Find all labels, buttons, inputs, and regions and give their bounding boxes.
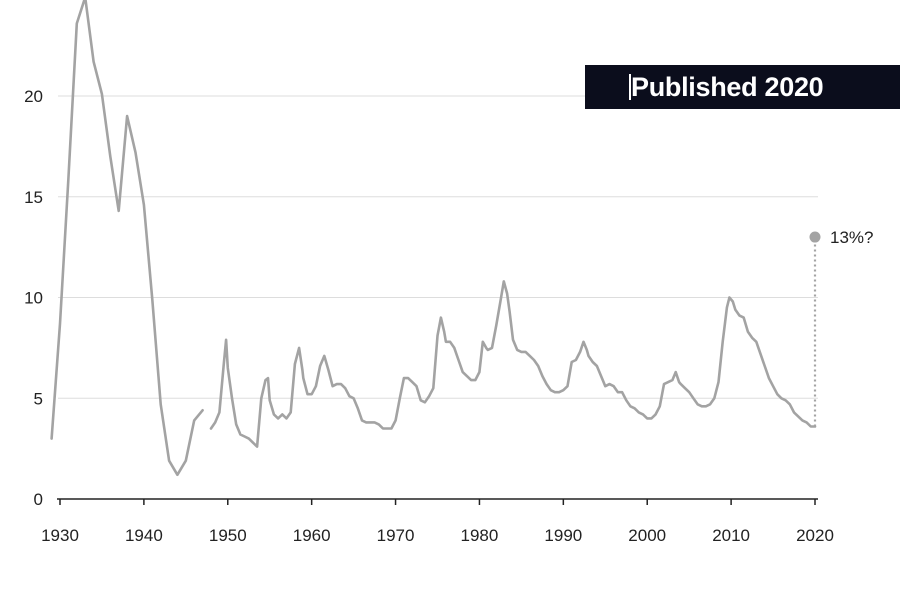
x-tick-label-1960: 1960 <box>293 526 331 545</box>
badge-label: Published 2020 <box>631 71 824 102</box>
axes: 0 5 10 15 20 1930 1940 1950 1960 1970 1980 1990 2000… <box>24 87 834 545</box>
x-tick-label-1970: 1970 <box>377 526 415 545</box>
x-tick-label-1990: 1990 <box>544 526 582 545</box>
annotation: 13%? <box>809 228 873 427</box>
badge-divider <box>629 74 631 100</box>
y-tick-label-20: 20 <box>24 87 43 106</box>
y-tick-label-10: 10 <box>24 289 43 308</box>
x-tick-label-2020: 2020 <box>796 526 834 545</box>
x-tick-label-1980: 1980 <box>461 526 499 545</box>
gridlines <box>58 95 818 399</box>
y-tick-label-0: 0 <box>34 490 43 509</box>
annotation-dot <box>809 231 821 243</box>
series-line-annual <box>50 0 204 477</box>
x-tick-label-2010: 2010 <box>712 526 750 545</box>
x-tick-label-1940: 1940 <box>125 526 163 545</box>
series-lines <box>50 0 817 477</box>
x-tick-label-1950: 1950 <box>209 526 247 545</box>
x-tick-label-2000: 2000 <box>628 526 666 545</box>
annotation-label: 13%? <box>830 228 873 247</box>
published-badge: Published 2020 <box>585 65 900 109</box>
y-tick-label-15: 15 <box>24 188 43 207</box>
series-line-monthly <box>209 280 817 448</box>
y-tick-label-5: 5 <box>34 389 43 408</box>
x-tick-label-1930: 1930 <box>41 526 79 545</box>
